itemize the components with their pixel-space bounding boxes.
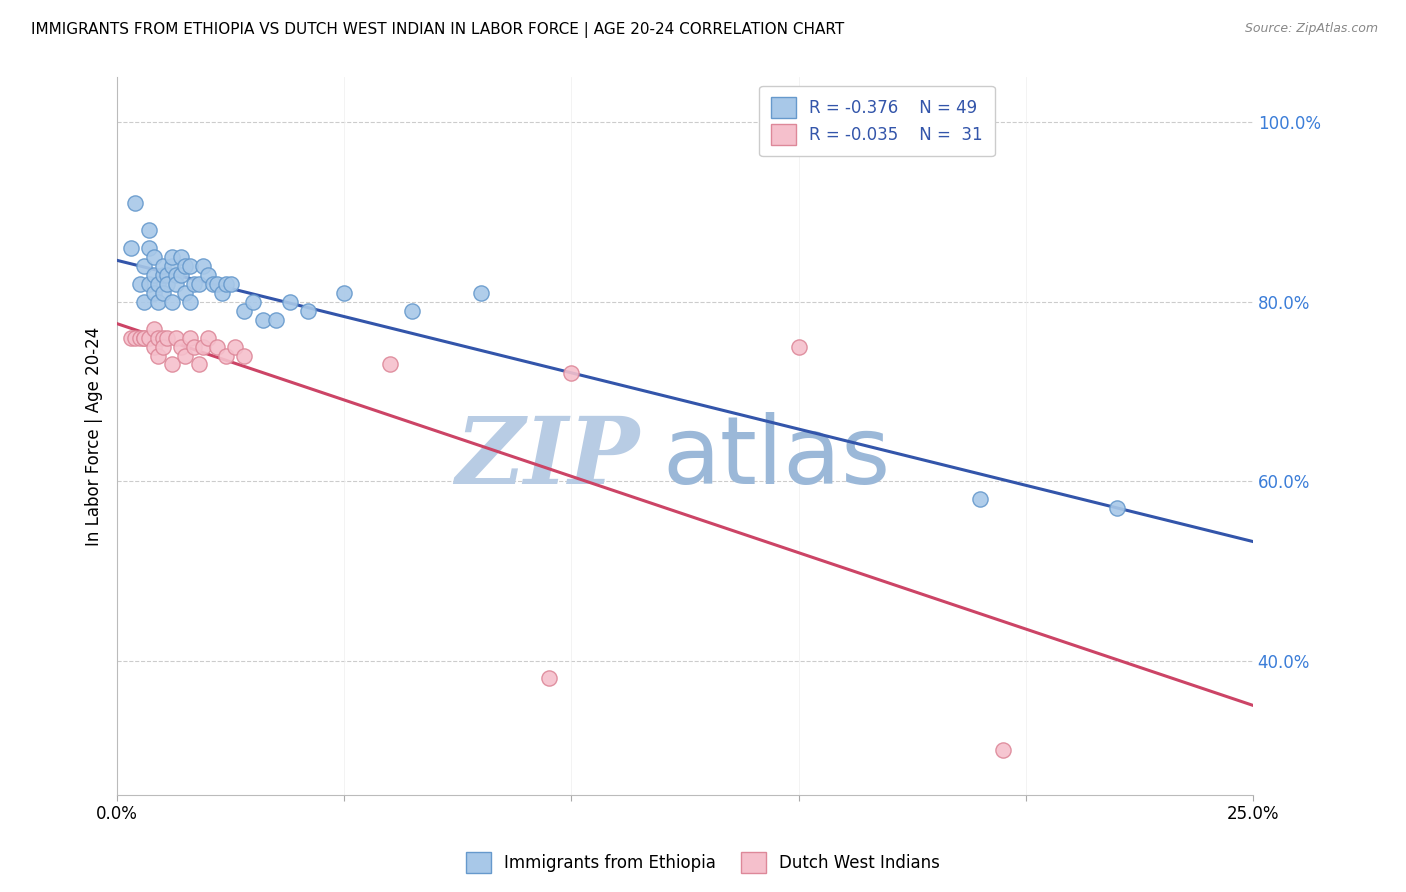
Text: atlas: atlas xyxy=(662,412,890,504)
Point xyxy=(134,330,156,344)
Text: Source: ZipAtlas.com: Source: ZipAtlas.com xyxy=(1244,22,1378,36)
Point xyxy=(333,285,356,300)
Point xyxy=(142,250,165,264)
Point xyxy=(152,268,174,282)
Legend: Immigrants from Ethiopia, Dutch West Indians: Immigrants from Ethiopia, Dutch West Ind… xyxy=(460,846,946,880)
Point xyxy=(124,196,146,211)
Point xyxy=(146,294,169,309)
Point xyxy=(165,268,187,282)
Point xyxy=(152,340,174,354)
Point xyxy=(183,277,205,291)
Point xyxy=(142,268,165,282)
Point xyxy=(205,340,228,354)
Point xyxy=(156,268,179,282)
Point xyxy=(264,312,287,326)
Point xyxy=(146,330,169,344)
Point xyxy=(174,285,197,300)
Point xyxy=(401,303,423,318)
Point xyxy=(537,672,560,686)
Point xyxy=(242,294,264,309)
Point xyxy=(124,330,146,344)
Point xyxy=(134,259,156,273)
Point xyxy=(215,349,238,363)
Point xyxy=(146,349,169,363)
Point xyxy=(179,294,201,309)
Text: IMMIGRANTS FROM ETHIOPIA VS DUTCH WEST INDIAN IN LABOR FORCE | AGE 20-24 CORRELA: IMMIGRANTS FROM ETHIOPIA VS DUTCH WEST I… xyxy=(31,22,844,38)
Point xyxy=(138,241,160,255)
Point xyxy=(138,330,160,344)
Point xyxy=(991,743,1014,757)
Point xyxy=(174,349,197,363)
Legend: R = -0.376    N = 49, R = -0.035    N =  31: R = -0.376 N = 49, R = -0.035 N = 31 xyxy=(759,86,994,156)
Y-axis label: In Labor Force | Age 20-24: In Labor Force | Age 20-24 xyxy=(86,326,103,546)
Point xyxy=(969,491,991,506)
Point xyxy=(160,294,183,309)
Point xyxy=(215,277,238,291)
Point xyxy=(152,330,174,344)
Point xyxy=(201,277,224,291)
Point xyxy=(120,241,142,255)
Point xyxy=(160,259,183,273)
Point xyxy=(165,277,187,291)
Point xyxy=(224,340,246,354)
Point xyxy=(165,330,187,344)
Point xyxy=(134,294,156,309)
Point xyxy=(152,285,174,300)
Point xyxy=(197,268,219,282)
Text: ZIP: ZIP xyxy=(456,413,640,503)
Point xyxy=(219,277,242,291)
Point xyxy=(183,340,205,354)
Point xyxy=(174,259,197,273)
Point xyxy=(188,277,211,291)
Point xyxy=(156,277,179,291)
Point xyxy=(120,330,142,344)
Point xyxy=(138,223,160,237)
Point xyxy=(170,268,193,282)
Point xyxy=(156,330,179,344)
Point xyxy=(197,330,219,344)
Point xyxy=(170,340,193,354)
Point xyxy=(179,330,201,344)
Point xyxy=(138,277,160,291)
Point xyxy=(211,285,233,300)
Point xyxy=(142,285,165,300)
Point xyxy=(193,259,215,273)
Point xyxy=(152,259,174,273)
Point xyxy=(142,321,165,335)
Point xyxy=(129,330,152,344)
Point xyxy=(170,250,193,264)
Point xyxy=(278,294,301,309)
Point xyxy=(146,277,169,291)
Point xyxy=(470,285,492,300)
Point xyxy=(129,277,152,291)
Point xyxy=(160,250,183,264)
Point xyxy=(205,277,228,291)
Point xyxy=(1105,501,1128,516)
Point xyxy=(560,367,582,381)
Point xyxy=(787,340,810,354)
Point xyxy=(252,312,274,326)
Point xyxy=(134,330,156,344)
Point xyxy=(179,259,201,273)
Point xyxy=(142,340,165,354)
Point xyxy=(188,358,211,372)
Point xyxy=(160,358,183,372)
Point xyxy=(233,349,256,363)
Point xyxy=(193,340,215,354)
Point xyxy=(297,303,319,318)
Point xyxy=(378,358,401,372)
Point xyxy=(233,303,256,318)
